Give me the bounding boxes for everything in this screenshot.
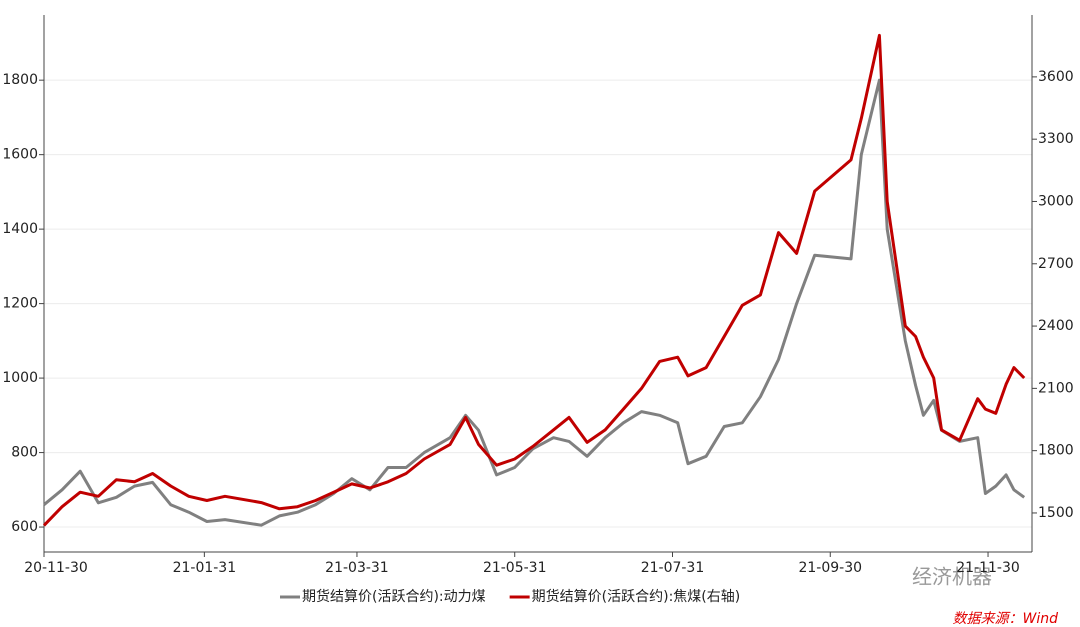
- series-line: [42, 33, 1026, 527]
- y2-tick-label: 1800: [1038, 443, 1074, 459]
- legend-label: 期货结算价(活跃合约):焦煤(右轴): [532, 588, 741, 605]
- y2-tick-label: 2400: [1038, 318, 1074, 334]
- x-tick-label: 21-09-30: [798, 560, 862, 576]
- y-tick-label: 1800: [2, 72, 38, 88]
- y2-tick-label: 1500: [1038, 505, 1074, 521]
- x-tick-label: 21-07-31: [641, 560, 705, 576]
- y-tick-label: 1400: [2, 221, 38, 237]
- legend-label: 期货结算价(活跃合约):动力煤: [302, 588, 486, 605]
- x-tick-label: 20-11-30: [24, 560, 88, 576]
- y-tick-label: 600: [11, 519, 38, 535]
- watermark: 经济机器: [912, 565, 992, 589]
- y2-tick-label: 3000: [1038, 193, 1074, 209]
- source-note: 数据来源：Wind: [953, 611, 1059, 627]
- x-tick-label: 21-01-31: [173, 560, 237, 576]
- y-tick-label: 800: [11, 445, 38, 461]
- y-tick-label: 1000: [2, 370, 38, 386]
- y-tick-label: 1200: [2, 296, 38, 312]
- y2-tick-label: 3300: [1038, 131, 1074, 147]
- x-tick-label: 21-05-31: [483, 560, 547, 576]
- y-tick-label: 1600: [2, 147, 38, 163]
- y2-tick-label: 3600: [1038, 69, 1074, 85]
- series-line: [43, 78, 1026, 527]
- y2-tick-label: 2100: [1038, 380, 1074, 396]
- y2-tick-label: 2700: [1038, 256, 1074, 272]
- x-tick-label: 21-11-30: [956, 560, 1020, 576]
- x-tick-label: 21-03-31: [325, 560, 389, 576]
